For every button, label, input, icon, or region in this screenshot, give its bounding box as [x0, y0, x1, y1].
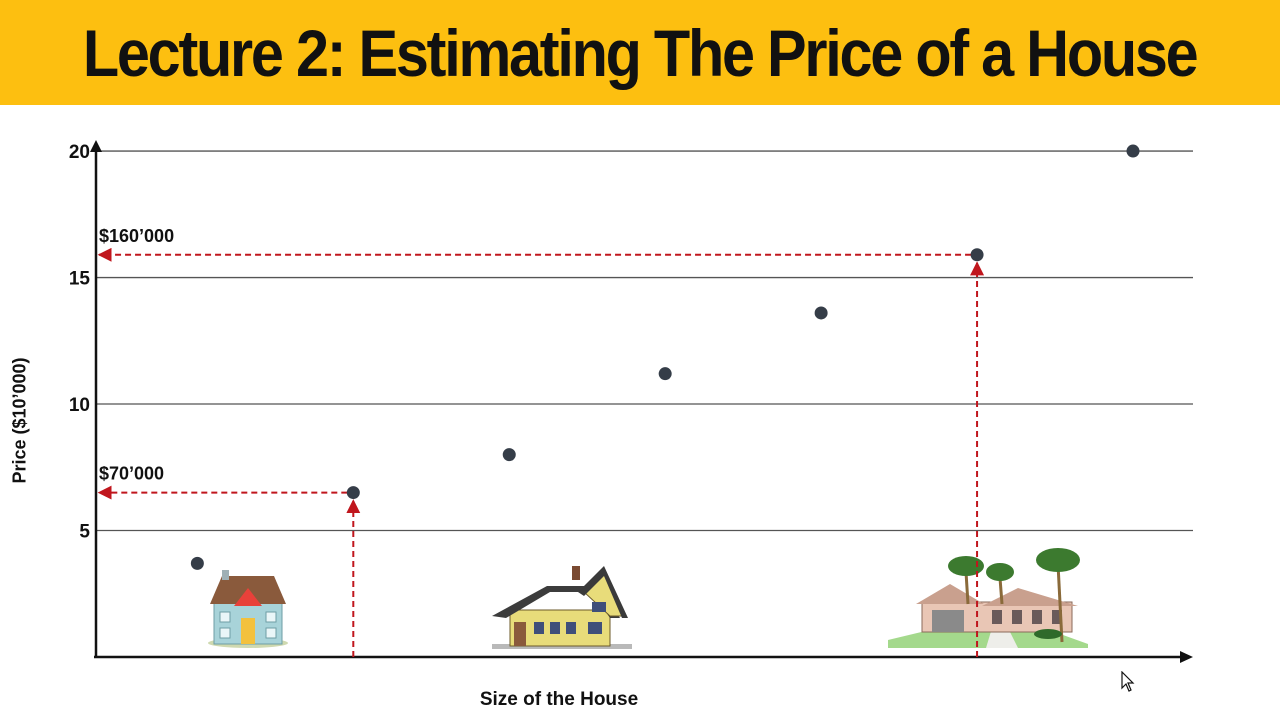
annotation-label: $70’000	[99, 464, 164, 484]
mouse-cursor-icon	[1121, 671, 1135, 692]
y-axis-label: Price ($10’000)	[9, 357, 30, 484]
data-point-7	[1126, 144, 1140, 158]
data-point-4	[658, 367, 672, 381]
x-axis-arrow	[1180, 651, 1193, 663]
x-axis-label: Size of the House	[479, 689, 639, 710]
data-point-5	[814, 306, 828, 320]
annotation-guides	[97, 247, 985, 657]
y-tick-labels: 5 10 15 20	[69, 142, 91, 542]
y-tick-label: 5	[79, 522, 90, 543]
data-point-2	[346, 486, 360, 500]
villa-with-palm-trees-icon	[888, 548, 1088, 648]
data-point-1	[190, 556, 204, 570]
data-points	[190, 144, 1140, 570]
y-tick-label: 10	[69, 395, 90, 416]
y-tick-label: 20	[69, 142, 90, 163]
data-point-3	[502, 448, 516, 462]
annotation-labels: $70’000 $160’000	[99, 226, 174, 484]
y-axis-arrow	[90, 140, 102, 152]
axes	[90, 140, 1193, 663]
title-bar: Lecture 2: Estimating The Price of a Hou…	[0, 0, 1280, 105]
annotation-label: $160’000	[99, 226, 174, 246]
data-point-6	[970, 248, 984, 262]
wooden-house-icon	[492, 566, 632, 649]
y-tick-label: 15	[69, 269, 91, 290]
slide-title: Lecture 2: Estimating The Price of a Hou…	[83, 15, 1199, 90]
gridlines	[96, 150, 1193, 532]
small-cottage-icon	[208, 570, 288, 648]
